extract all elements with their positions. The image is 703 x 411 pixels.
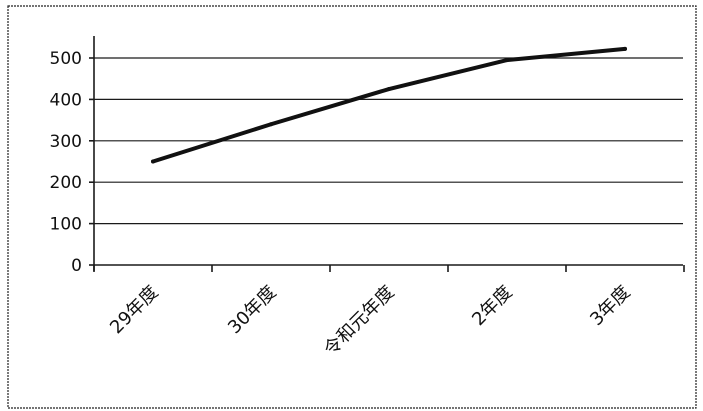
y-tick-label: 100 [50, 215, 82, 235]
chart-border [7, 5, 697, 409]
axes [89, 36, 685, 272]
data-point [623, 46, 627, 51]
series-line [151, 46, 627, 164]
series [151, 46, 627, 164]
x-tick-label: 3年度 [586, 282, 634, 330]
gridlines [94, 57, 683, 225]
data-point [505, 58, 509, 63]
y-tick-label: 500 [50, 49, 82, 69]
x-tick-label: 29年度 [106, 282, 163, 339]
x-tick-labels: 29年度 30年度 令和元年度 2年度 3年度 [106, 282, 635, 360]
y-tick-labels: 0 100 200 300 400 500 [50, 49, 82, 276]
data-point [387, 87, 391, 92]
x-tick-label: 令和元年度 [320, 282, 398, 360]
y-tick-label: 0 [71, 256, 82, 276]
data-point [151, 159, 155, 164]
y-tick-label: 200 [50, 173, 82, 193]
y-tick-label: 400 [50, 90, 82, 110]
data-point [269, 122, 273, 127]
x-tick-label: 2年度 [468, 282, 516, 330]
x-tick-label: 30年度 [224, 282, 281, 339]
y-tick-label: 300 [50, 132, 82, 152]
